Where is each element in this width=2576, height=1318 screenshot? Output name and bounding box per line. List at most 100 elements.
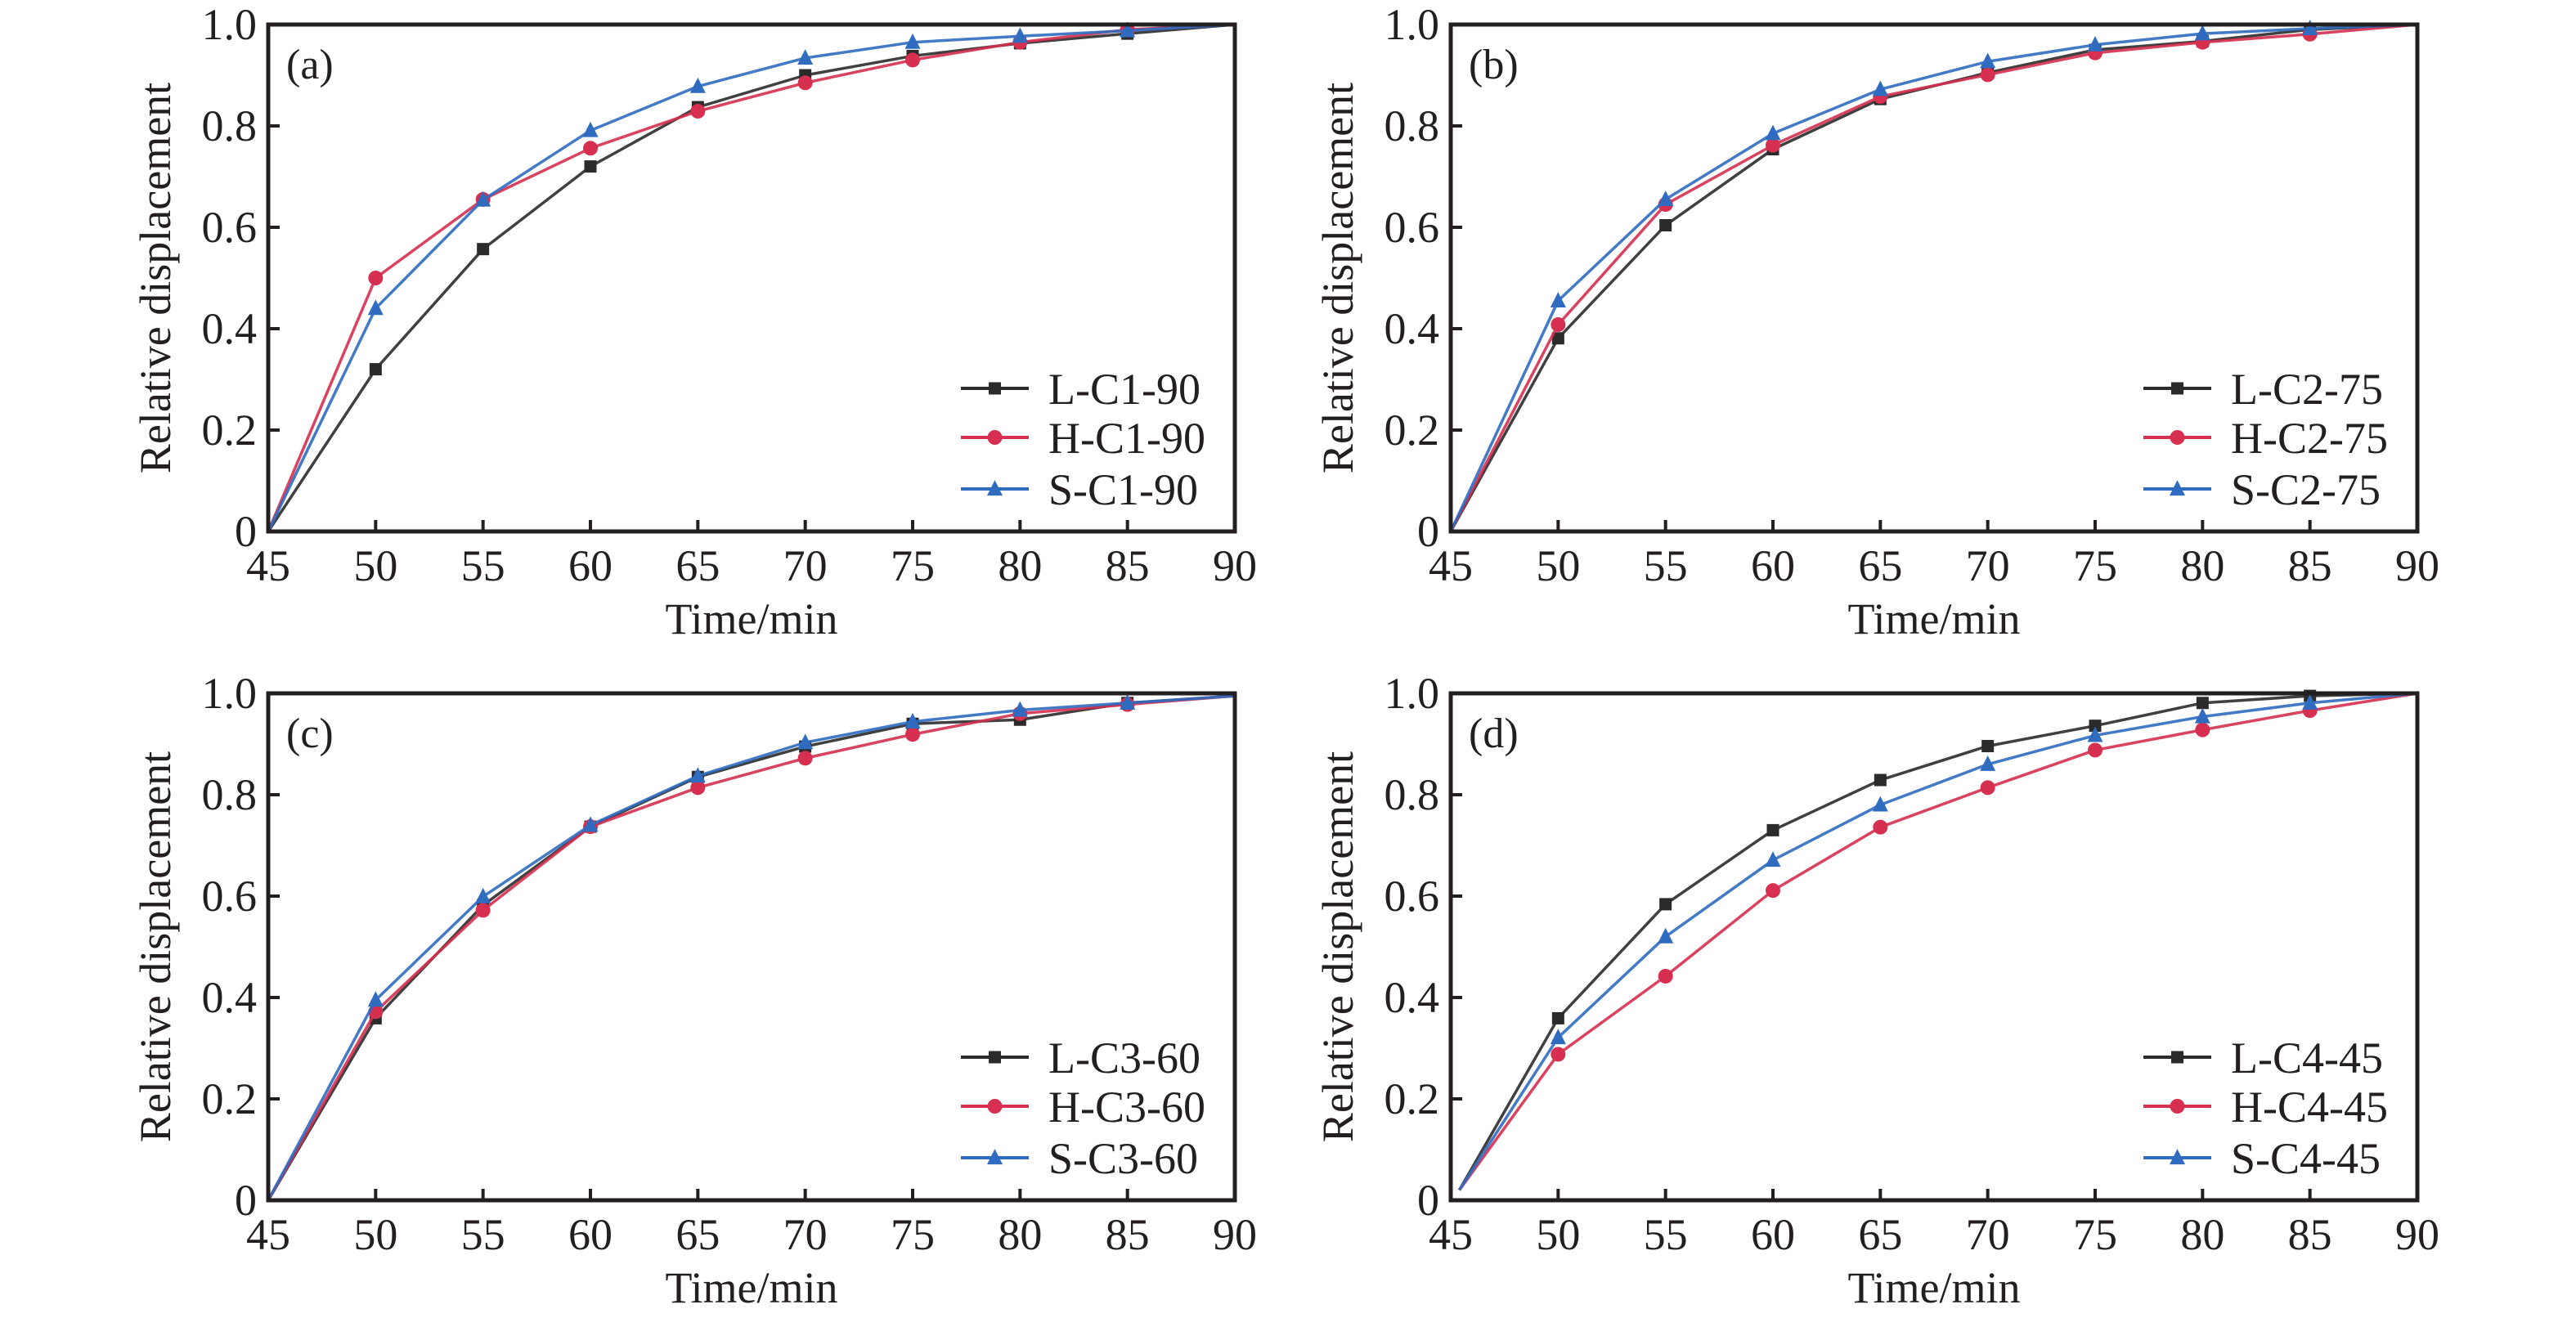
data-point-L-C4-45-80 — [2196, 697, 2209, 710]
x-axis-title: Time/min — [665, 594, 837, 643]
series-line-H-C3-60 — [267, 694, 1236, 1201]
data-point-S-C1-90-70 — [797, 49, 814, 65]
data-point-S-C2-75-80 — [2194, 25, 2210, 41]
data-point-L-C1-90-50 — [369, 363, 382, 376]
x-tick-label: 70 — [783, 541, 828, 590]
y-tick-label: 0.8 — [1384, 770, 1440, 819]
data-point-S-C4-45-80 — [2194, 707, 2210, 724]
x-tick-label: 65 — [675, 1210, 720, 1259]
legend: L-C3-60H-C3-60S-C3-60 — [961, 1033, 1205, 1183]
legend-label: H-C2-75 — [2231, 414, 2388, 463]
data-point-H-C4-45-75 — [2088, 742, 2103, 758]
data-point-S-C3-60-65 — [689, 767, 706, 783]
x-tick-label: 50 — [353, 1210, 397, 1259]
panel-label: (a) — [286, 42, 334, 88]
panel-d: 45 50 55 60 65 70 75 80 85 90 0 0.2 0.4 0.6 0.8 1.0 Time… — [1313, 669, 2439, 1312]
data-point-S-C3-60-60 — [582, 816, 599, 832]
x-tick-label: 65 — [1858, 1210, 1902, 1259]
data-point-S-C3-60-50 — [367, 991, 384, 1007]
x-tick-label: 90 — [1213, 1210, 1257, 1259]
data-point-S-C4-45-50 — [1550, 1029, 1566, 1045]
series-H-C4-45 — [1458, 692, 2418, 1191]
y-tick-label: 1.0 — [1384, 0, 1440, 49]
x-axis-title: Time/min — [1847, 594, 2020, 643]
data-point-S-C1-90-55 — [475, 191, 491, 207]
legend-item-L-C1-90: L-C1-90 — [961, 365, 1200, 414]
legend-item-S-C4-45: S-C4-45 — [2143, 1134, 2381, 1183]
legend-marker-circle-icon — [2170, 1099, 2185, 1114]
legend-marker-triangle-icon — [2170, 480, 2185, 496]
y-tick-label: 0.2 — [202, 1074, 258, 1123]
y-tick-label: 0.6 — [202, 203, 258, 252]
legend-marker-triangle-icon — [987, 1149, 1003, 1165]
legend-marker-triangle-icon — [987, 480, 1003, 496]
data-point-H-C4-45-70 — [1980, 780, 1995, 796]
data-point-H-C4-45-80 — [2195, 722, 2210, 737]
series-line-H-C4-45 — [1458, 692, 2418, 1191]
data-point-L-C2-75-50 — [1551, 332, 1564, 345]
data-point-H-C1-90-75 — [905, 52, 920, 68]
x-tick-label: 60 — [1751, 1210, 1795, 1259]
axes-frame — [1448, 22, 2420, 534]
data-point-L-C4-45-65 — [1874, 773, 1887, 787]
x-tick-label: 55 — [461, 1210, 505, 1259]
y-tick-label: 0.4 — [202, 304, 258, 353]
y-tick-label: 0.8 — [202, 101, 258, 150]
legend-label: L-C4-45 — [2231, 1033, 2383, 1083]
series-line-S-C4-45 — [1458, 692, 2418, 1191]
y-tick-label: 0.8 — [1384, 101, 1440, 150]
x-tick-label: 50 — [353, 541, 397, 590]
x-tick-label: 85 — [1106, 1210, 1150, 1259]
legend-label: S-C4-45 — [2231, 1134, 2381, 1183]
x-axis-title: Time/min — [1847, 1263, 2020, 1312]
panel-label: (c) — [286, 711, 334, 757]
legend-item-L-C2-75: L-C2-75 — [2143, 365, 2383, 414]
legend-label: L-C2-75 — [2231, 365, 2383, 414]
data-point-S-C3-60-70 — [797, 733, 814, 750]
legend-marker-square-icon — [2171, 382, 2183, 395]
y-tick-label: 0 — [1417, 507, 1439, 556]
series-line-S-C3-60 — [267, 694, 1236, 1201]
legend-item-S-C3-60: S-C3-60 — [961, 1134, 1198, 1183]
x-tick-label: 85 — [1106, 541, 1150, 590]
axes-frame — [1448, 691, 2420, 1203]
legend: L-C2-75H-C2-75S-C2-75 — [2143, 365, 2388, 514]
data-point-L-C4-45-60 — [1766, 823, 1779, 836]
x-tick-label: 45 — [246, 1210, 290, 1259]
x-tick-label: 55 — [1644, 1210, 1688, 1259]
data-point-S-C2-75-70 — [1980, 52, 1996, 69]
legend-label: H-C4-45 — [2231, 1083, 2388, 1132]
data-point-H-C2-75-70 — [1980, 67, 1995, 83]
series-S-C1-90 — [267, 21, 1236, 532]
data-point-S-C2-75-65 — [1872, 80, 1888, 96]
series-S-C3-60 — [267, 693, 1236, 1201]
legend-item-H-C4-45: H-C4-45 — [2143, 1083, 2388, 1132]
y-tick-label: 0 — [1417, 1176, 1439, 1225]
x-tick-label: 75 — [2073, 1210, 2117, 1259]
x-tick-label: 80 — [2180, 1210, 2224, 1259]
series-S-C2-75 — [1449, 20, 2418, 532]
legend: L-C4-45H-C4-45S-C4-45 — [2143, 1033, 2388, 1183]
series-line-L-C4-45 — [1457, 692, 2418, 1191]
y-tick-label: 0.2 — [202, 406, 258, 455]
data-point-S-C2-75-60 — [1765, 124, 1781, 141]
legend-marker-circle-icon — [987, 1099, 1003, 1114]
x-tick-label: 45 — [1429, 1210, 1473, 1259]
legend-marker-square-icon — [2171, 1051, 2183, 1064]
legend-item-L-C3-60: L-C3-60 — [961, 1033, 1200, 1083]
legend-label: H-C3-60 — [1048, 1083, 1205, 1132]
data-point-H-C4-45-60 — [1766, 883, 1780, 899]
x-tick-label: 80 — [998, 541, 1042, 590]
x-tick-label: 45 — [246, 541, 290, 590]
data-point-L-C4-45-75 — [2089, 720, 2102, 733]
data-point-L-C1-90-60 — [584, 160, 597, 173]
data-point-S-C2-75-85 — [2302, 20, 2318, 36]
data-point-S-C1-90-50 — [367, 299, 384, 316]
data-point-S-C1-90-75 — [904, 33, 921, 49]
data-point-S-C1-90-80 — [1012, 27, 1028, 43]
data-point-S-C1-90-85 — [1120, 21, 1136, 38]
x-tick-label: 55 — [1644, 541, 1688, 590]
x-axis-title: Time/min — [665, 1263, 837, 1312]
legend-label: H-C1-90 — [1048, 414, 1205, 463]
